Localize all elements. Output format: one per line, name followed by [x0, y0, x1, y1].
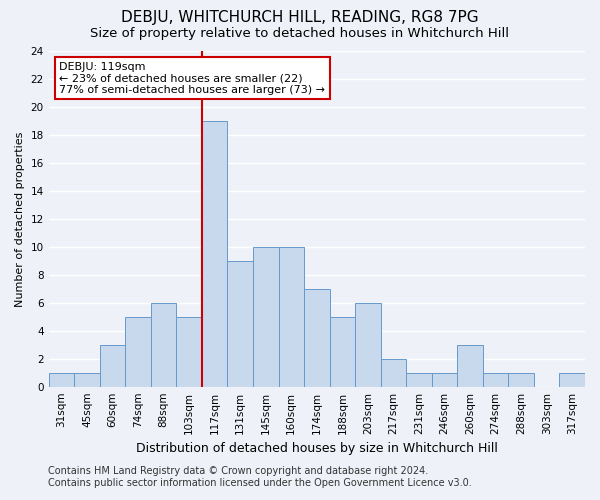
- Bar: [559, 372, 585, 386]
- Bar: [253, 247, 278, 386]
- Bar: [432, 372, 457, 386]
- Bar: [483, 372, 508, 386]
- Bar: [227, 261, 253, 386]
- Bar: [125, 317, 151, 386]
- Bar: [151, 303, 176, 386]
- Bar: [508, 372, 534, 386]
- Bar: [304, 289, 329, 386]
- Bar: [380, 358, 406, 386]
- Bar: [355, 303, 380, 386]
- Bar: [406, 372, 432, 386]
- Bar: [329, 317, 355, 386]
- Bar: [49, 372, 74, 386]
- Bar: [202, 122, 227, 386]
- Bar: [74, 372, 100, 386]
- Bar: [457, 345, 483, 387]
- Text: Contains HM Land Registry data © Crown copyright and database right 2024.
Contai: Contains HM Land Registry data © Crown c…: [48, 466, 472, 487]
- Bar: [100, 345, 125, 387]
- X-axis label: Distribution of detached houses by size in Whitchurch Hill: Distribution of detached houses by size …: [136, 442, 498, 455]
- Bar: [278, 247, 304, 386]
- Y-axis label: Number of detached properties: Number of detached properties: [15, 132, 25, 307]
- Text: Size of property relative to detached houses in Whitchurch Hill: Size of property relative to detached ho…: [91, 28, 509, 40]
- Bar: [176, 317, 202, 386]
- Text: DEBJU: 119sqm
← 23% of detached houses are smaller (22)
77% of semi-detached hou: DEBJU: 119sqm ← 23% of detached houses a…: [59, 62, 325, 95]
- Text: DEBJU, WHITCHURCH HILL, READING, RG8 7PG: DEBJU, WHITCHURCH HILL, READING, RG8 7PG: [121, 10, 479, 25]
